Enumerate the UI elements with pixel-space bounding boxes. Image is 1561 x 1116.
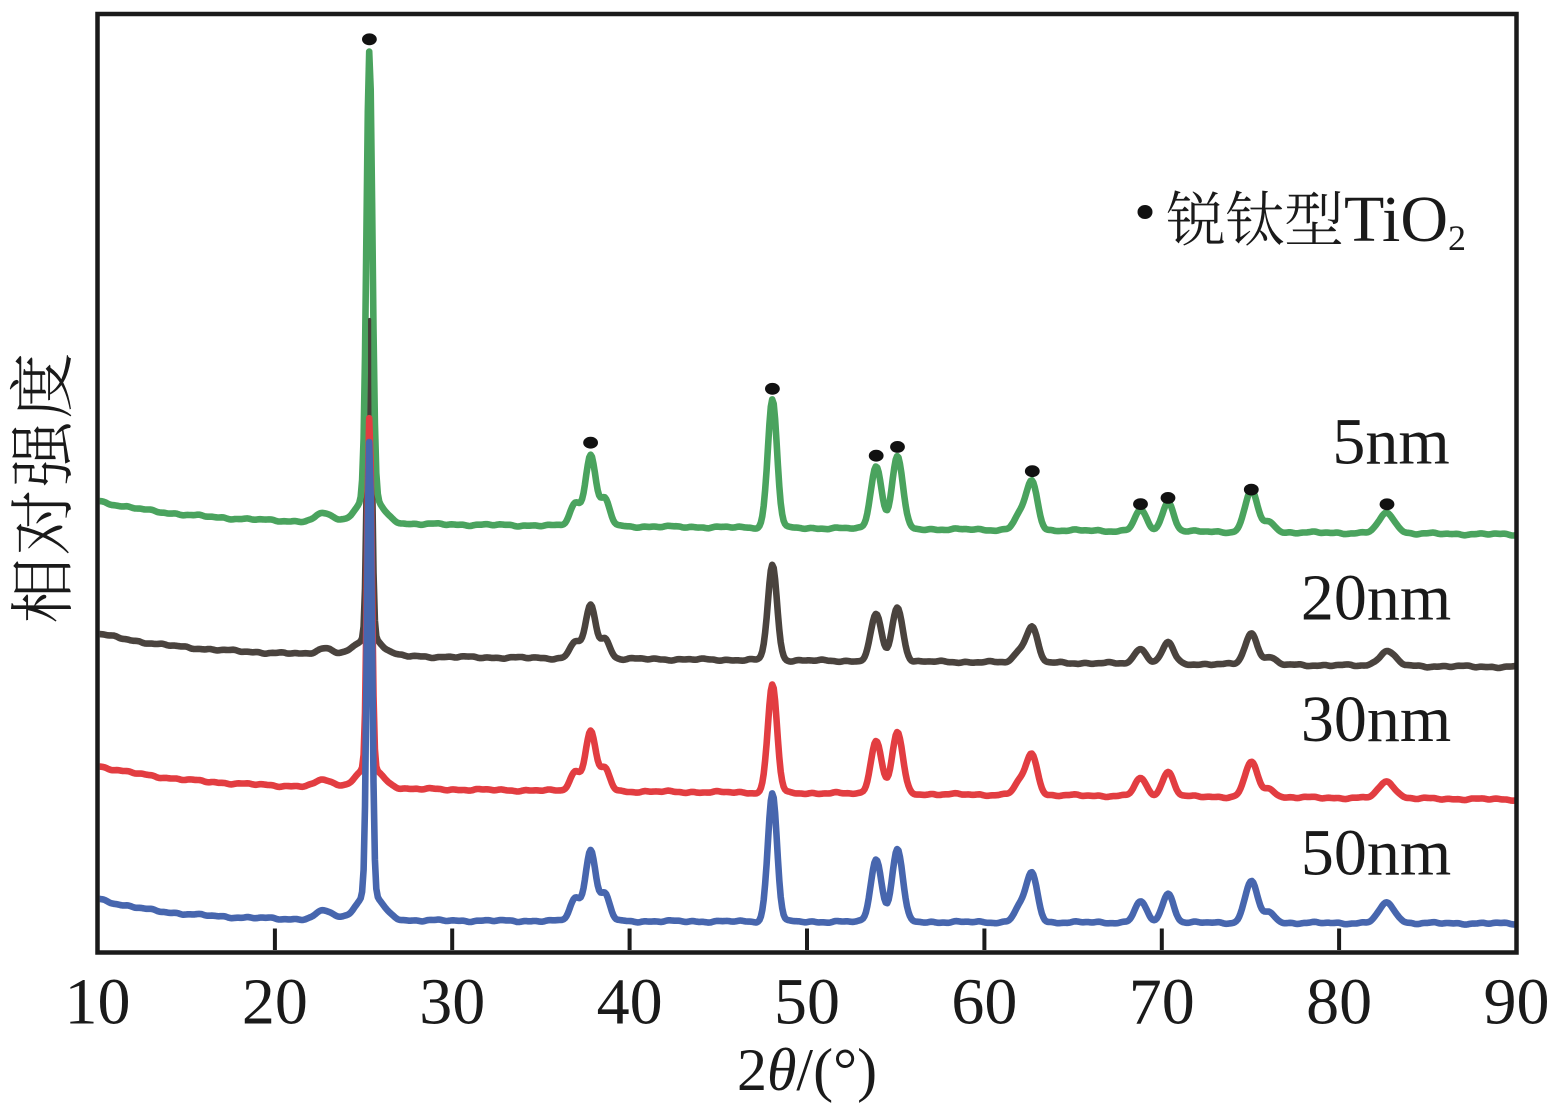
- svg-text:70: 70: [1129, 966, 1195, 1039]
- svg-text:80: 80: [1306, 966, 1372, 1039]
- svg-text:20: 20: [242, 966, 308, 1039]
- svg-text:50nm: 50nm: [1301, 817, 1451, 890]
- svg-text:5nm: 5nm: [1332, 406, 1449, 479]
- svg-text:90: 90: [1484, 966, 1550, 1039]
- svg-text:50: 50: [774, 966, 840, 1039]
- svg-text:30nm: 30nm: [1301, 683, 1451, 756]
- svg-text:TiO2: TiO2: [1344, 183, 1466, 258]
- svg-text:60: 60: [951, 966, 1017, 1039]
- svg-text:10: 10: [65, 966, 131, 1039]
- svg-text:20nm: 20nm: [1301, 562, 1451, 635]
- svg-text:2θ/(°): 2θ/(°): [737, 1037, 877, 1103]
- svg-text:30: 30: [419, 966, 485, 1039]
- svg-text:40: 40: [597, 966, 663, 1039]
